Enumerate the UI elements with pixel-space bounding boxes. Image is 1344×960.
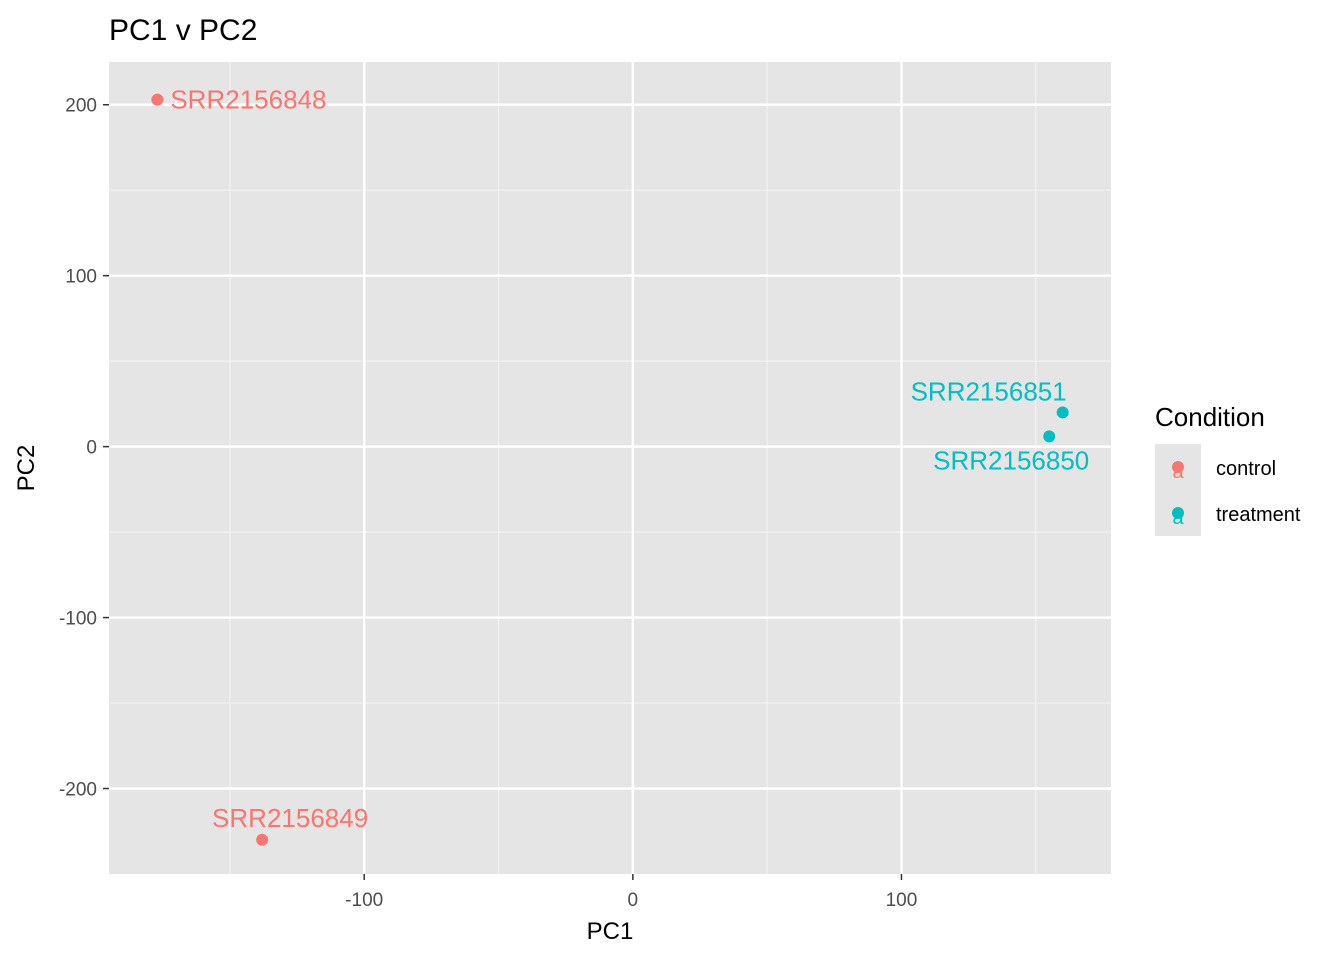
point-label-SRR2156850: SRR2156850 [933, 445, 1089, 475]
legend-key-glyph-control: a [1172, 461, 1184, 483]
chart-title: PC1 v PC2 [109, 14, 257, 47]
major-gridlines [109, 62, 1111, 874]
x-axis-title: PC1 [587, 918, 634, 945]
plot-panel [109, 62, 1111, 874]
legend-title: Condition [1155, 402, 1265, 432]
y-axis-title: PC2 [13, 445, 40, 492]
point-SRR2156851 [1056, 406, 1069, 419]
x-tick-label-0: -100 [345, 890, 383, 911]
legend-key-glyph-treatment: a [1172, 507, 1184, 529]
x-tick-label-1: 0 [628, 890, 639, 911]
legend-key-point-control [1172, 461, 1184, 473]
point-SRR2156850 [1043, 430, 1056, 443]
y-tick-label-0: -200 [59, 780, 97, 801]
point-SRR2156848 [151, 93, 164, 106]
y-tick-label-3: 100 [65, 267, 97, 288]
legend: Condition a control a treatment [1155, 402, 1301, 536]
y-tick-label-4: 200 [65, 96, 97, 117]
legend-label-treatment: treatment [1216, 504, 1301, 526]
legend-label-control: control [1216, 458, 1276, 480]
x-tick-label-2: 100 [886, 890, 918, 911]
y-axis: -200 -100 0 100 200 [59, 96, 109, 801]
point-label-SRR2156851: SRR2156851 [911, 376, 1067, 406]
point-label-SRR2156849: SRR2156849 [212, 803, 368, 833]
point-labels: SRR2156848 SRR2156849 SRR2156851 SRR2156850 [170, 85, 1089, 833]
y-tick-label-1: -100 [59, 609, 97, 630]
point-label-SRR2156848: SRR2156848 [170, 85, 326, 115]
y-tick-label-2: 0 [86, 438, 97, 459]
point-SRR2156849 [256, 833, 269, 846]
minor-gridlines [109, 62, 1111, 874]
x-axis: -100 0 100 [345, 874, 917, 911]
data-points [151, 93, 1069, 846]
legend-key-point-treatment [1172, 507, 1184, 519]
